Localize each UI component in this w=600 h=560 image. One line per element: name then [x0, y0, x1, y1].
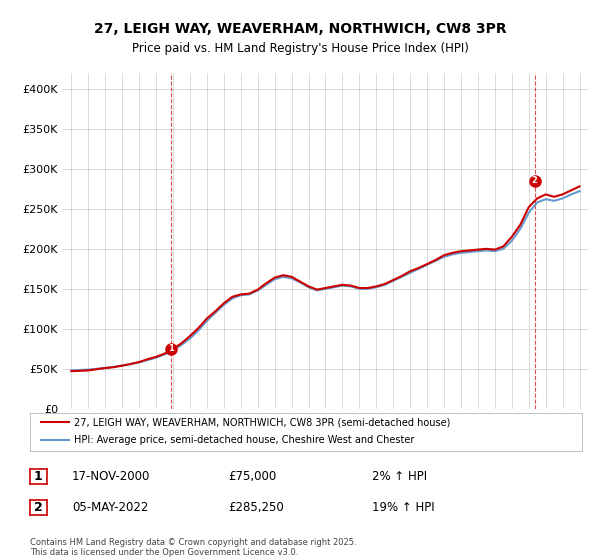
Text: 19% ↑ HPI: 19% ↑ HPI	[372, 501, 434, 514]
Text: £75,000: £75,000	[228, 470, 276, 483]
Text: Price paid vs. HM Land Registry's House Price Index (HPI): Price paid vs. HM Land Registry's House …	[131, 42, 469, 55]
Text: 27, LEIGH WAY, WEAVERHAM, NORTHWICH, CW8 3PR: 27, LEIGH WAY, WEAVERHAM, NORTHWICH, CW8…	[94, 22, 506, 36]
Text: 2: 2	[34, 501, 43, 514]
Text: 05-MAY-2022: 05-MAY-2022	[72, 501, 148, 514]
Text: 27, LEIGH WAY, WEAVERHAM, NORTHWICH, CW8 3PR (semi-detached house): 27, LEIGH WAY, WEAVERHAM, NORTHWICH, CW8…	[74, 417, 451, 427]
Text: 1: 1	[168, 344, 174, 353]
Text: HPI: Average price, semi-detached house, Cheshire West and Chester: HPI: Average price, semi-detached house,…	[74, 435, 415, 445]
Text: 17-NOV-2000: 17-NOV-2000	[72, 470, 151, 483]
Text: Contains HM Land Registry data © Crown copyright and database right 2025.
This d: Contains HM Land Registry data © Crown c…	[30, 538, 356, 557]
Text: 2: 2	[532, 176, 538, 185]
Text: 1: 1	[34, 470, 43, 483]
Text: 2% ↑ HPI: 2% ↑ HPI	[372, 470, 427, 483]
Text: £285,250: £285,250	[228, 501, 284, 514]
